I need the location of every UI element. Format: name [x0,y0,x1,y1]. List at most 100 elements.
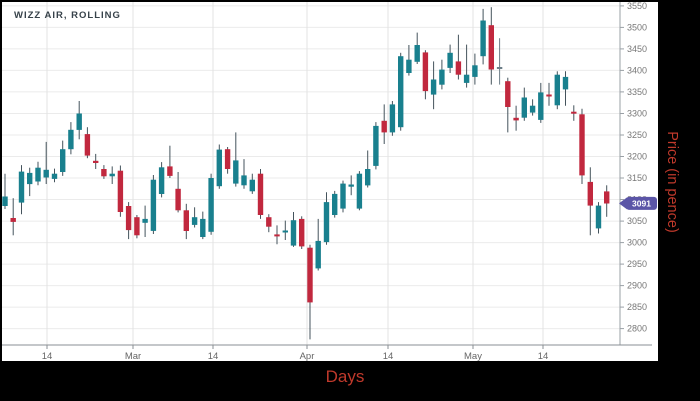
candle-body [266,217,272,227]
candle-body [249,179,255,192]
candle [60,140,66,176]
candle [529,99,536,116]
candle [307,244,313,340]
candle [241,159,247,189]
candle-body [579,114,585,176]
candle [142,205,148,237]
candle [167,145,173,178]
candle-body [356,173,363,209]
candle-body [101,169,107,177]
y-axis-tick-label: 3550 [627,2,647,11]
horizontal-gridlines [2,5,620,330]
candle-body [241,175,247,186]
candle [480,8,486,65]
candle [233,132,239,187]
y-axis-tick-label: 3350 [627,87,647,97]
candle-body [340,183,346,209]
x-axis-tick-label: 14 [383,351,394,361]
candle-body [439,69,445,85]
candle [27,167,33,197]
candle-body [216,149,222,187]
candle-body [150,179,157,231]
candle-body [529,105,536,113]
candle-body [257,173,264,215]
candle-body [373,125,379,166]
candle [68,122,74,155]
candle [150,175,157,234]
candle-body [315,240,321,269]
x-axis-title: Days [325,367,365,386]
candle [406,45,412,76]
candle-body [595,205,602,229]
y-axis-tick-label: 2950 [627,259,647,269]
candle-body [299,218,305,247]
candle [290,212,297,247]
candle [323,192,330,245]
y-axis-tick-label: 3000 [627,238,647,248]
candle [496,38,503,85]
candle [191,207,198,228]
candle [521,87,527,121]
candle-body [158,167,165,194]
candle [488,7,494,85]
candle [216,144,222,189]
chart-title: WIZZ AIR, ROLLING [14,10,121,21]
last-price-value: 3091 [632,198,651,208]
candle-body [68,129,74,150]
candle [35,161,41,186]
candle [356,171,363,211]
candle [43,141,49,184]
candle [249,173,255,194]
candle-body [134,217,140,236]
x-axis-tick-label: 14 [208,351,219,361]
candle [208,173,214,235]
x-axis-tick-label: 14 [538,351,549,361]
candle-body [175,188,181,211]
candle-body [109,173,115,177]
y-axis-tick-label: 3500 [627,22,647,32]
candle-body [538,92,544,120]
candle [315,218,321,271]
candle-body [406,59,412,73]
candle-body [117,170,124,212]
x-axis-tick-label: May [464,351,482,361]
candle [595,202,602,234]
candle-body [274,234,280,237]
candle-body [381,120,387,133]
candle [299,216,305,249]
candle-body [447,52,453,68]
candle [554,71,560,110]
candle-body [430,79,437,95]
candle [538,82,544,123]
candle-body [604,191,610,204]
candle-body [307,247,313,303]
candle-body [587,181,593,206]
candle-body [233,160,239,184]
candle-body [191,217,198,225]
candle-body [200,218,206,237]
candlestick-plot[interactable]: 2800285029002950300030503100315032003250… [2,2,658,361]
candle-body [332,193,338,215]
candle-body [571,111,577,114]
candle [505,77,511,133]
candle [183,203,189,240]
candle [76,101,82,140]
x-axis-tick-label: Mar [125,351,141,361]
candle [340,180,346,213]
candle-body [208,178,214,232]
candle [472,53,478,85]
candle-body [488,25,494,70]
candle [266,214,272,233]
y-axis-ticks: 2800285029002950300030503100315032003250… [620,2,647,334]
candle [562,71,569,106]
y-axis-tick-label: 2850 [627,302,647,312]
candle-body [323,202,330,243]
candle-body [2,196,8,206]
candle [125,202,132,240]
candle-body [546,94,552,97]
y-axis-tick-label: 3200 [627,152,647,162]
y-axis-tick-label: 3450 [627,44,647,54]
candle [134,215,140,239]
candle [430,61,437,110]
x-axis-tick-label: Apr [300,351,315,361]
